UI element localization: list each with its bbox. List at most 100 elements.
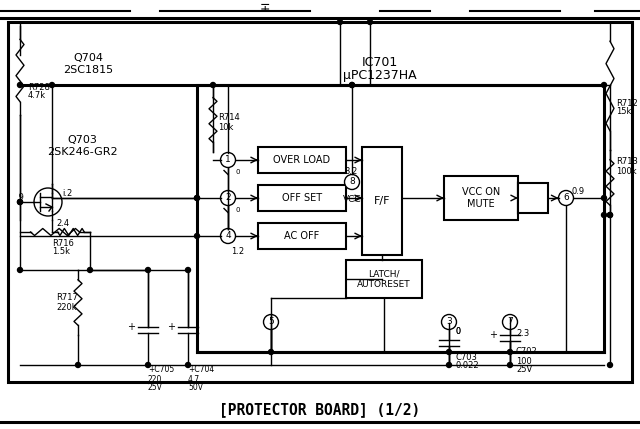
Circle shape (447, 350, 451, 354)
Circle shape (447, 363, 451, 368)
Text: 2.4: 2.4 (56, 220, 69, 229)
Text: 0.022: 0.022 (455, 362, 479, 371)
Circle shape (17, 199, 22, 205)
Circle shape (269, 350, 273, 354)
Text: 10k: 10k (218, 123, 234, 132)
Text: 1.2: 1.2 (231, 247, 244, 256)
Text: 5: 5 (268, 317, 274, 326)
Bar (258, 223, 346, 249)
Text: 220k: 220k (56, 302, 77, 311)
Text: 100: 100 (516, 356, 532, 366)
Text: VCC ON
MUTE: VCC ON MUTE (462, 187, 500, 209)
Text: 25V: 25V (516, 366, 532, 375)
Text: R712: R712 (616, 99, 637, 108)
Circle shape (367, 19, 372, 24)
Text: +C704: +C704 (188, 366, 214, 375)
Text: 220: 220 (148, 375, 163, 384)
Circle shape (607, 363, 612, 368)
Text: 7: 7 (507, 317, 513, 326)
Text: VCC: VCC (342, 196, 362, 205)
Text: 2: 2 (225, 193, 231, 202)
Bar (8, 22, 632, 382)
Text: $\mp$: $\mp$ (259, 1, 271, 15)
Text: 2SK246-GR2: 2SK246-GR2 (47, 147, 117, 157)
Text: IC701: IC701 (362, 55, 398, 69)
Circle shape (17, 268, 22, 272)
Circle shape (337, 19, 342, 24)
Circle shape (602, 82, 607, 88)
Circle shape (264, 314, 278, 329)
Text: 1.5k: 1.5k (52, 248, 70, 257)
Circle shape (607, 212, 612, 218)
Circle shape (221, 229, 236, 244)
Circle shape (34, 188, 62, 216)
Circle shape (221, 190, 236, 205)
Text: 3.2: 3.2 (345, 167, 358, 176)
Circle shape (195, 196, 200, 200)
Bar (362, 147, 402, 255)
Bar (444, 176, 518, 220)
Text: 0: 0 (455, 327, 460, 336)
Text: C703: C703 (455, 353, 477, 362)
Circle shape (195, 233, 200, 239)
Text: F/F: F/F (374, 196, 390, 206)
Circle shape (442, 314, 456, 329)
Circle shape (344, 175, 360, 190)
Text: 4: 4 (225, 232, 231, 241)
Circle shape (145, 363, 150, 368)
Circle shape (602, 196, 607, 200)
Text: [PROTECTOR BOARD] (1/2): [PROTECTOR BOARD] (1/2) (220, 402, 420, 417)
Text: 4.7: 4.7 (188, 375, 200, 384)
Bar (258, 147, 346, 173)
Circle shape (211, 82, 216, 88)
Text: R717: R717 (56, 293, 78, 302)
Text: 2SC1815: 2SC1815 (63, 65, 113, 75)
Text: Q703: Q703 (67, 135, 97, 145)
Circle shape (559, 190, 573, 205)
Text: 0: 0 (236, 207, 241, 213)
Circle shape (88, 268, 93, 272)
Circle shape (76, 363, 81, 368)
Circle shape (195, 196, 200, 200)
Text: R713: R713 (616, 157, 638, 166)
Text: 8: 8 (349, 178, 355, 187)
Circle shape (502, 314, 518, 329)
Circle shape (145, 268, 150, 272)
Text: OFF SET: OFF SET (282, 193, 322, 203)
Text: +C705: +C705 (148, 366, 174, 375)
Circle shape (508, 363, 513, 368)
Circle shape (186, 268, 191, 272)
Text: AC OFF: AC OFF (284, 231, 319, 241)
Text: LATCH/
AUTORESET: LATCH/ AUTORESET (357, 269, 411, 289)
Circle shape (186, 363, 191, 368)
Text: μPC1237HA: μPC1237HA (343, 69, 417, 82)
Text: 2.3: 2.3 (516, 329, 529, 338)
Text: 1: 1 (225, 155, 231, 164)
Bar (258, 185, 346, 211)
Text: 100k: 100k (616, 166, 637, 175)
Text: R716: R716 (52, 239, 74, 248)
Text: +: + (127, 322, 135, 332)
Circle shape (17, 199, 22, 205)
Text: Q704: Q704 (73, 53, 103, 63)
Text: C702: C702 (516, 347, 538, 356)
Circle shape (508, 350, 513, 354)
Text: +: + (167, 322, 175, 332)
Text: 4.7k: 4.7k (28, 91, 46, 100)
Circle shape (17, 82, 22, 88)
Text: +: + (489, 330, 497, 340)
Circle shape (49, 82, 54, 88)
Bar (518, 183, 548, 213)
Text: 0: 0 (236, 169, 241, 175)
Bar (346, 260, 422, 298)
Text: R714: R714 (218, 114, 240, 123)
Circle shape (221, 152, 236, 167)
Text: 6: 6 (563, 193, 569, 202)
Circle shape (607, 212, 612, 218)
Circle shape (602, 212, 607, 218)
Text: 25V: 25V (148, 384, 163, 393)
Text: 0: 0 (455, 327, 460, 336)
Text: 0.9: 0.9 (572, 187, 585, 196)
Text: OVER LOAD: OVER LOAD (273, 155, 331, 165)
Text: .9: .9 (16, 193, 24, 202)
